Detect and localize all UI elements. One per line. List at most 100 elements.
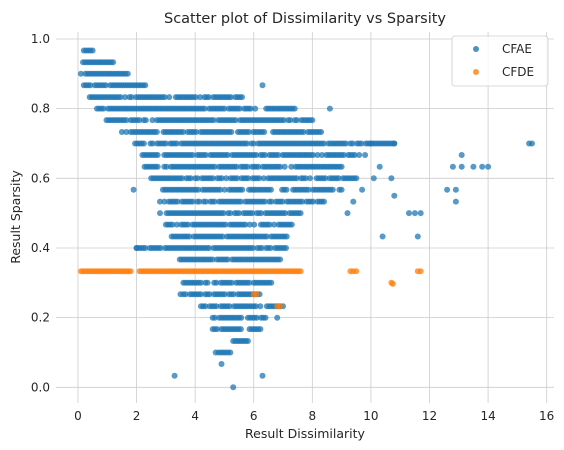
legend-label-cfde: CFDE bbox=[502, 65, 534, 79]
cfae-point bbox=[256, 175, 263, 182]
cfae-point bbox=[283, 233, 290, 240]
cfde-point bbox=[127, 268, 134, 275]
cfae-point bbox=[142, 82, 149, 89]
x-tick-label: 14 bbox=[480, 409, 495, 423]
cfae-point bbox=[197, 291, 204, 298]
cfae-point bbox=[277, 163, 284, 170]
cfae-point bbox=[133, 245, 140, 251]
cfae-point bbox=[297, 210, 304, 217]
cfae-point bbox=[246, 221, 253, 228]
x-tick-label: 2 bbox=[133, 409, 141, 423]
cfae-point bbox=[228, 279, 235, 286]
cfae-point bbox=[329, 186, 336, 193]
y-tick-label: 0.6 bbox=[31, 171, 50, 185]
cfae-point bbox=[117, 94, 124, 101]
cfae-point bbox=[356, 152, 363, 158]
chart-title: Scatter plot of Dissimilarity vs Sparsit… bbox=[164, 11, 446, 27]
cfae-point bbox=[237, 326, 244, 333]
cfae-point bbox=[452, 198, 459, 205]
cfae-point bbox=[379, 233, 386, 240]
cfae-point bbox=[250, 245, 256, 251]
cfae-point bbox=[193, 129, 200, 135]
cfae-point bbox=[247, 105, 254, 112]
cfae-point bbox=[340, 152, 347, 158]
cfde-point bbox=[277, 303, 284, 310]
cfae-point bbox=[406, 210, 412, 217]
cfde-point bbox=[253, 291, 260, 298]
cfae-point bbox=[344, 210, 351, 217]
cfae-point bbox=[291, 105, 298, 112]
cfae-point bbox=[293, 175, 300, 182]
cfae-point bbox=[529, 140, 535, 147]
cfae-point bbox=[326, 105, 333, 112]
cfae-point bbox=[262, 198, 268, 205]
cfae-point bbox=[130, 186, 137, 193]
cfae-point bbox=[267, 245, 274, 251]
y-axis-label: Result Sparsity bbox=[8, 170, 23, 264]
cfae-point bbox=[258, 210, 265, 217]
cfae-point bbox=[307, 175, 313, 182]
cfae-point bbox=[458, 163, 465, 170]
x-tick-label: 12 bbox=[422, 409, 437, 423]
x-axis-ticks: 0 2 4 6 8 10 12 14 16 bbox=[74, 409, 554, 423]
cfae-point bbox=[196, 198, 203, 205]
cfae-point bbox=[123, 129, 130, 135]
cfae-point bbox=[236, 210, 243, 217]
cfae-point bbox=[226, 303, 233, 310]
x-tick-label: 0 bbox=[74, 409, 82, 423]
cfae-point bbox=[122, 94, 128, 101]
cfae-point bbox=[350, 198, 357, 205]
cfae-point bbox=[211, 314, 218, 321]
cfae-point bbox=[302, 175, 309, 182]
cfae-point bbox=[251, 221, 258, 228]
cfae-point bbox=[444, 186, 451, 193]
cfae-point bbox=[411, 210, 418, 217]
cfae-point bbox=[257, 326, 264, 333]
cfae-point bbox=[212, 349, 219, 356]
cfae-point bbox=[485, 163, 492, 170]
cfae-point bbox=[195, 186, 202, 193]
cfae-point bbox=[206, 245, 213, 251]
cfde-point bbox=[417, 268, 424, 275]
grid-lines bbox=[56, 32, 554, 403]
cfae-point bbox=[233, 163, 240, 170]
cfae-point bbox=[259, 82, 266, 89]
cfae-point bbox=[349, 140, 356, 147]
cfae-point bbox=[280, 117, 287, 124]
cfae-point bbox=[110, 59, 117, 66]
cfae-point bbox=[452, 186, 459, 193]
cfae-point bbox=[391, 192, 398, 199]
series-cfae bbox=[77, 47, 535, 391]
cfae-point bbox=[299, 198, 306, 205]
cfae-point bbox=[253, 152, 260, 158]
cfae-point bbox=[213, 279, 220, 286]
y-tick-label: 0.2 bbox=[31, 311, 50, 325]
x-tick-label: 6 bbox=[250, 409, 258, 423]
cfae-point bbox=[249, 210, 256, 217]
cfae-point bbox=[198, 279, 204, 286]
cfae-point bbox=[318, 129, 325, 135]
legend-label-cfae: CFAE bbox=[502, 42, 532, 56]
cfae-point bbox=[470, 163, 477, 170]
cfde-point bbox=[389, 280, 396, 287]
cfae-point bbox=[351, 152, 358, 158]
cfae-point bbox=[189, 198, 196, 205]
cfae-point bbox=[102, 82, 109, 89]
cfae-point bbox=[118, 129, 125, 135]
cfae-point bbox=[414, 233, 421, 240]
cfae-point bbox=[205, 94, 212, 101]
cfae-point bbox=[266, 221, 273, 228]
cfae-point bbox=[123, 117, 130, 124]
cfae-point bbox=[260, 175, 267, 182]
cfae-point bbox=[179, 175, 186, 182]
cfae-point bbox=[173, 140, 180, 147]
cfae-point bbox=[177, 291, 184, 298]
cfae-point bbox=[343, 140, 349, 147]
cfae-point bbox=[230, 384, 237, 391]
cfae-point bbox=[227, 210, 234, 217]
cfae-point bbox=[283, 245, 289, 251]
cfae-point bbox=[262, 152, 268, 158]
y-tick-label: 0.8 bbox=[31, 102, 50, 116]
cfae-point bbox=[257, 303, 264, 310]
cfae-point bbox=[335, 175, 342, 182]
